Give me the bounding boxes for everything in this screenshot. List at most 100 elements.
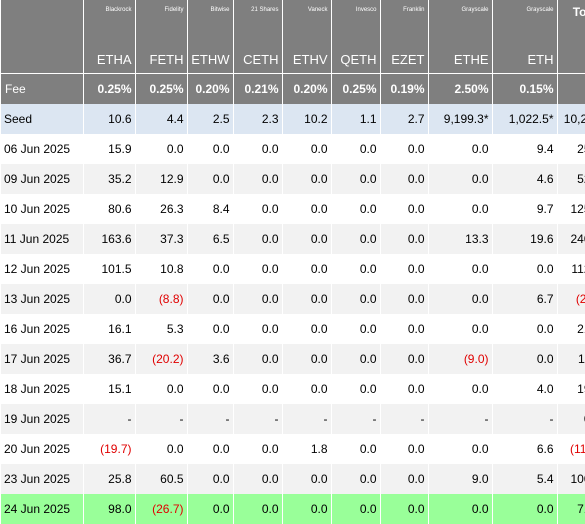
flow-cell-ethw: 8.4: [187, 194, 234, 224]
ticker-header-qeth: QETH: [331, 35, 381, 74]
flow-cell-feth: (8.8): [135, 284, 188, 314]
flow-cell-feth: (26.7): [135, 494, 188, 524]
seed-row: Seed 10.6 4.4 2.5 2.3 10.2 1.1 2.7 9,199.3* 1,022…: [1, 104, 585, 134]
issuer-label-eth: Grayscale: [492, 0, 558, 35]
flow-cell-ceth: 0.0: [233, 224, 283, 254]
flow-cell-ethw: 2.5: [187, 104, 234, 134]
flow-cell-qeth: 0.0: [331, 434, 381, 464]
table-row: 06 Jun 2025 15.9 0.0 0.0 0.0 0.0 0.0 0.0 0.0 9.4 2…: [1, 134, 585, 164]
total-cell: 125.0: [557, 194, 585, 224]
flow-cell-feth: (20.2): [135, 344, 188, 374]
row-label: 24 Jun 2025: [1, 494, 84, 524]
flow-cell-ethe: 9,199.3*: [428, 104, 493, 134]
table-row: 17 Jun 2025 36.7 (20.2) 3.6 0.0 0.0 0.0 0.0 (9.0…: [1, 344, 585, 374]
ticker-header-row: ETHA FETH ETHW CETH ETHV QETH EZET ETHE ETH: [1, 35, 585, 74]
flow-cell-ethe: 0.0: [428, 434, 493, 464]
row-label: 23 Jun 2025: [1, 464, 84, 494]
fee-row: Fee 0.25% 0.25% 0.20% 0.21% 0.20% 0.25% 0.19% 2…: [1, 73, 585, 104]
flow-cell-ethv: 0.0: [282, 194, 332, 224]
flow-cell-ceth: 0.0: [233, 284, 283, 314]
flow-cell-eth: 0.0: [492, 254, 558, 284]
flow-cell-etha: 36.7: [83, 344, 136, 374]
table-row: 16 Jun 2025 16.1 5.3 0.0 0.0 0.0 0.0 0.0 0.0 0.0 2…: [1, 314, 585, 344]
flow-cell-ethv: 0.0: [282, 464, 332, 494]
flow-cell-qeth: 0.0: [331, 314, 381, 344]
flow-cell-ethw: 3.6: [187, 344, 234, 374]
ticker-header-eth: ETH: [492, 35, 558, 74]
flow-cell-eth: 0.0: [492, 494, 558, 524]
flow-cell-ceth: 0.0: [233, 434, 283, 464]
flow-cell-ezet: 0.0: [380, 434, 429, 464]
row-label: 11 Jun 2025: [1, 224, 84, 254]
flow-cell-ethe: 0.0: [428, 374, 493, 404]
flow-cell-ceth: -: [233, 404, 283, 434]
issuer-label-qeth: Invesco: [331, 0, 381, 35]
flow-cell-ceth: 0.0: [233, 314, 283, 344]
flow-cell-ceth: 2.3: [233, 104, 283, 134]
flow-cell-ceth: 0.0: [233, 194, 283, 224]
header-corner: [1, 0, 84, 35]
flow-cell-ethw: 0.0: [187, 164, 234, 194]
flow-cell-etha: 163.6: [83, 224, 136, 254]
total-cell: (11.3): [557, 434, 585, 464]
flow-cell-ethw: 0.0: [187, 284, 234, 314]
issuer-label-etha: Blackrock: [83, 0, 136, 35]
flow-cell-eth: 6.6: [492, 434, 558, 464]
flow-cell-ezet: 0.0: [380, 314, 429, 344]
flow-cell-ceth: 0.0: [233, 344, 283, 374]
flow-cell-eth: 19.6: [492, 224, 558, 254]
flow-cell-qeth: 0.0: [331, 134, 381, 164]
flow-cell-etha: 25.8: [83, 464, 136, 494]
fee-etha: 0.25%: [83, 73, 136, 104]
flow-cell-ezet: 0.0: [380, 284, 429, 314]
total-cell: 52.7: [557, 164, 585, 194]
flow-cell-ceth: 0.0: [233, 494, 283, 524]
flow-cell-etha: 101.5: [83, 254, 136, 284]
fee-total-blank: [557, 73, 585, 104]
flow-cell-eth: 0.0: [492, 314, 558, 344]
table-row: 20 Jun 2025 (19.7) 0.0 0.0 0.0 1.8 0.0 0.0 0.0 6.…: [1, 434, 585, 464]
flow-cell-feth: 12.9: [135, 164, 188, 194]
flow-cell-feth: 37.3: [135, 224, 188, 254]
flow-cell-ethe: 13.3: [428, 224, 493, 254]
total-cell: 0.0: [557, 404, 585, 434]
flow-cell-ethv: 0.0: [282, 164, 332, 194]
flow-cell-ceth: 0.0: [233, 134, 283, 164]
issuer-header-row: Blackrock Fidelity Bitwise 21 Shares Vaneck I…: [1, 0, 585, 35]
flow-cell-ethv: -: [282, 404, 332, 434]
issuer-label-ethw: Bitwise: [187, 0, 234, 35]
row-label: 16 Jun 2025: [1, 314, 84, 344]
fee-ethe: 2.50%: [428, 73, 493, 104]
ticker-header-etha: ETHA: [83, 35, 136, 74]
flow-cell-ethe: 0.0: [428, 494, 493, 524]
total-cell: 71.3: [557, 494, 585, 524]
flow-cell-ethe: (9.0): [428, 344, 493, 374]
table-row: 13 Jun 2025 0.0 (8.8) 0.0 0.0 0.0 0.0 0.0 0.0 6.7…: [1, 284, 585, 314]
flow-cell-ezet: 0.0: [380, 494, 429, 524]
table-row: 24 Jun 2025 98.0 (26.7) 0.0 0.0 0.0 0.0 0.0 0.0 0…: [1, 494, 585, 524]
row-label: 17 Jun 2025: [1, 344, 84, 374]
ticker-header-total-blank: [557, 35, 585, 74]
flow-cell-qeth: 0.0: [331, 164, 381, 194]
fee-feth: 0.25%: [135, 73, 188, 104]
flow-cell-ethw: 0.0: [187, 314, 234, 344]
flow-cell-etha: 16.1: [83, 314, 136, 344]
flow-cell-ethe: -: [428, 404, 493, 434]
flow-cell-ethv: 0.0: [282, 374, 332, 404]
flow-cell-eth: 1,022.5*: [492, 104, 558, 134]
flow-cell-feth: -: [135, 404, 188, 434]
table-row: 10 Jun 2025 80.6 26.3 8.4 0.0 0.0 0.0 0.0 0.0 9.7…: [1, 194, 585, 224]
flow-cell-ceth: 0.0: [233, 374, 283, 404]
flow-cell-ezet: 0.0: [380, 374, 429, 404]
flow-cell-etha: 80.6: [83, 194, 136, 224]
flow-cell-feth: 0.0: [135, 374, 188, 404]
row-label: 09 Jun 2025: [1, 164, 84, 194]
flow-cell-feth: 0.0: [135, 434, 188, 464]
flow-cell-qeth: 0.0: [331, 194, 381, 224]
header-corner-ticker: [1, 35, 84, 74]
flow-cell-eth: -: [492, 404, 558, 434]
table-row: 11 Jun 2025 163.6 37.3 6.5 0.0 0.0 0.0 0.0 13.3 1…: [1, 224, 585, 254]
flow-cell-ethv: 0.0: [282, 494, 332, 524]
fee-ezet: 0.19%: [380, 73, 429, 104]
flow-cell-ezet: 0.0: [380, 224, 429, 254]
